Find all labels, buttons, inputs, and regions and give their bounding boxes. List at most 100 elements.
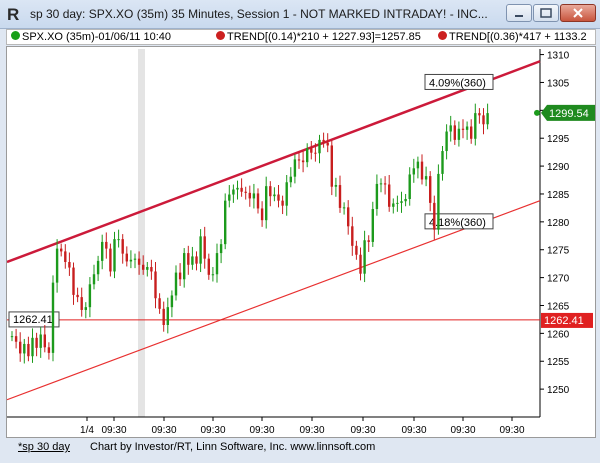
- candle-body: [383, 183, 387, 185]
- candle-body: [92, 274, 96, 285]
- candle-body: [359, 254, 362, 274]
- candle-body: [203, 236, 206, 259]
- candle-body: [441, 151, 444, 174]
- candle-body: [23, 343, 26, 354]
- candle-body: [355, 245, 358, 255]
- candle-body: [470, 126, 473, 139]
- candle-body: [342, 207, 346, 209]
- title-bar[interactable]: R sp 30 day: SPX.XO (35m) 35 Minutes, Se…: [0, 0, 600, 29]
- candle-body: [146, 267, 149, 270]
- x-tick-label: 09:30: [499, 425, 524, 436]
- candle-body: [256, 193, 260, 209]
- candle-body: [445, 131, 448, 152]
- candle-body: [388, 184, 391, 207]
- candle-body: [269, 186, 272, 197]
- candle-body: [334, 185, 338, 187]
- y-tick-label: 1260: [547, 329, 570, 340]
- legend-dot-price-icon: [11, 31, 20, 40]
- candle-body: [318, 139, 321, 154]
- candle-body: [482, 115, 485, 125]
- candle-body: [310, 148, 313, 153]
- candle-body: [375, 183, 379, 210]
- channel-annotation-label: 4.18%(360): [429, 217, 486, 229]
- candle-body: [412, 168, 415, 175]
- candle-body: [27, 343, 30, 357]
- x-tick-label: 09:30: [401, 425, 426, 436]
- candle-body: [150, 267, 153, 272]
- candle-body: [474, 113, 477, 139]
- candle-body: [174, 272, 178, 296]
- candle-body: [80, 297, 83, 310]
- candle-body: [338, 185, 342, 208]
- x-tick-label: 09:30: [200, 425, 225, 436]
- candle-body: [162, 308, 165, 325]
- candle-body: [158, 298, 161, 309]
- y-tick-label: 1280: [547, 218, 570, 229]
- candle-body: [457, 128, 461, 140]
- chart-legend: SPX.XO (35m)-01/06/11 10:40 TREND[(0.14)…: [6, 29, 596, 45]
- candle-body: [371, 209, 374, 242]
- x-tick-label: 09:30: [249, 425, 274, 436]
- y-tick-label: 1290: [547, 162, 570, 173]
- candle-body: [404, 198, 407, 202]
- chart-panel[interactable]: 1250 1255 1260 1265 1270 1275 1280 1285 1290 1295…: [6, 46, 596, 438]
- candle-body: [84, 307, 87, 310]
- candle-body: [51, 282, 55, 353]
- candle-body: [55, 248, 59, 283]
- legend-item-price: SPX.XO (35m)-01/06/11 10:40: [22, 31, 171, 43]
- channel-annotation-box: [424, 73, 494, 90]
- candle-body: [248, 192, 251, 199]
- last-price-label: 1299.54: [549, 108, 589, 120]
- candle-body: [47, 347, 51, 353]
- candle-body: [400, 201, 403, 203]
- candle-body: [478, 113, 481, 116]
- y-tick-label: 1270: [547, 274, 570, 285]
- candle-body: [330, 145, 333, 187]
- minimize-icon: [515, 15, 523, 17]
- candle-body: [43, 334, 46, 348]
- close-button[interactable]: [560, 4, 596, 22]
- candle-body: [236, 187, 239, 190]
- last-price-flag: [541, 104, 596, 121]
- channel-annotation-label: 4.09%(360): [429, 77, 486, 89]
- candle-body: [244, 191, 247, 193]
- candle-body: [64, 251, 67, 262]
- legend-dot-trend1-icon: [216, 31, 225, 40]
- candle-body: [215, 253, 219, 275]
- hline-price-flag: [541, 312, 593, 328]
- price-chart[interactable]: 1250 1255 1260 1265 1270 1275 1280 1285 1290 1295…: [6, 47, 596, 437]
- y-tick-label: 1310: [547, 51, 570, 62]
- candle-body: [453, 125, 456, 140]
- candle-body: [416, 161, 420, 169]
- candle-body: [228, 194, 231, 201]
- candle-body: [260, 208, 264, 221]
- candle-body: [322, 139, 325, 143]
- candle-body: [367, 240, 370, 242]
- y-tick-label: 1295: [547, 134, 570, 145]
- chart-name-tab[interactable]: *sp 30 day: [18, 441, 70, 453]
- candle-body: [486, 113, 489, 125]
- candle-body: [187, 253, 190, 265]
- candle-body: [60, 248, 63, 252]
- x-tick-label: 09:30: [151, 425, 176, 436]
- svg-text:R: R: [7, 5, 19, 24]
- maximize-button[interactable]: [533, 4, 559, 22]
- candle-body: [461, 128, 465, 130]
- minimize-button[interactable]: [506, 4, 532, 22]
- candle-body: [285, 182, 288, 206]
- candle-body: [113, 239, 116, 272]
- x-tick-label: 1/4: [80, 425, 94, 436]
- candle-body: [88, 284, 92, 308]
- candle-body: [277, 194, 280, 201]
- candle-body: [96, 260, 100, 275]
- candle-body: [72, 267, 75, 295]
- window-title: sp 30 day: SPX.XO (35m) 35 Minutes, Sess…: [30, 7, 488, 21]
- y-tick-label: 1265: [547, 301, 570, 312]
- candle-body: [363, 240, 366, 274]
- y-tick-label: 1285: [547, 190, 570, 201]
- candle-body: [129, 259, 133, 262]
- candle-body: [166, 307, 169, 325]
- hline-label-box: [8, 311, 60, 328]
- candle-body: [224, 200, 227, 245]
